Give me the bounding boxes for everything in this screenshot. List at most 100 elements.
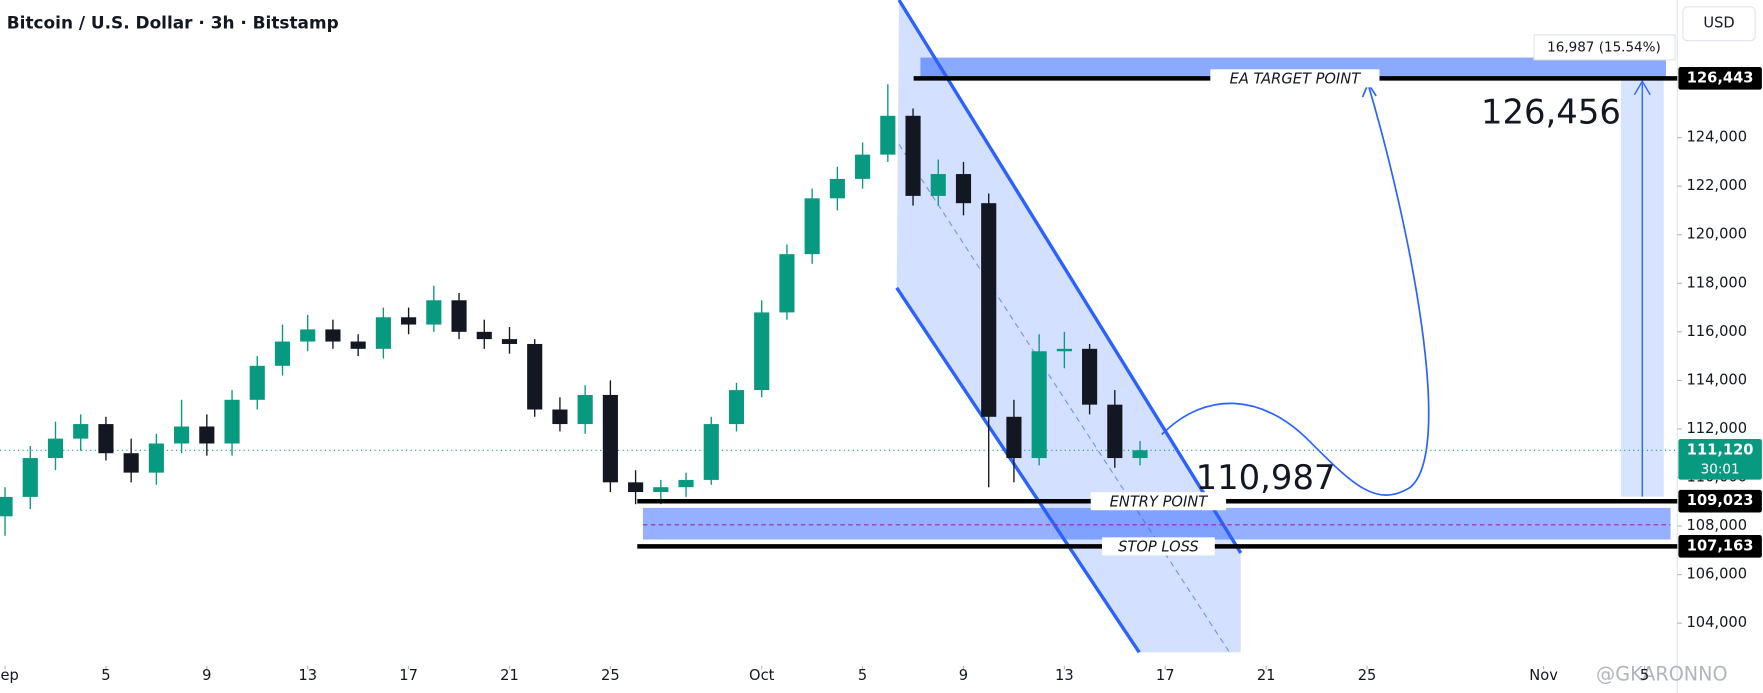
level-label-bg <box>1102 537 1215 556</box>
candle-body <box>22 458 38 497</box>
measure-label-box <box>1533 34 1676 61</box>
candle-body <box>47 438 64 459</box>
last-price-label: 111,120 <box>1687 441 1754 458</box>
candle-body <box>350 341 366 349</box>
price-tag <box>1678 67 1762 90</box>
x-tick-label: 13 <box>298 667 317 684</box>
candle-body <box>1132 450 1148 459</box>
candle-body <box>249 365 265 400</box>
candle-body <box>199 426 215 444</box>
x-tick-label: 21 <box>1257 667 1276 684</box>
candle-body <box>754 312 770 391</box>
candle-body <box>98 424 114 454</box>
channel-line <box>897 0 1243 554</box>
y-tick-label: 104,000 <box>1686 614 1747 631</box>
candle-body <box>602 394 618 483</box>
candle-body <box>501 339 518 344</box>
candle-body <box>1082 348 1098 405</box>
candle-body <box>1031 351 1047 459</box>
candle-body <box>981 203 997 417</box>
level-label: EA TARGET POINT <box>1230 70 1362 87</box>
candle-body <box>1056 348 1072 352</box>
candle-body <box>804 198 820 255</box>
measure-label: 16,987 (15.54%) <box>1547 39 1661 55</box>
annotation: 110,987 <box>1196 458 1336 497</box>
x-tick-label: 25 <box>1358 667 1377 684</box>
candle-body <box>325 329 341 342</box>
price-tag-label: 109,023 <box>1687 492 1754 509</box>
candle-body <box>628 482 644 493</box>
x-tick-label: 25 <box>601 667 620 684</box>
channel-fill <box>896 0 1241 653</box>
annotation: 126,456 <box>1481 92 1621 131</box>
currency[interactable]: USD <box>1703 15 1734 32</box>
x-tick-label: Oct <box>749 667 775 684</box>
candle-body <box>274 341 291 366</box>
candle-body <box>653 487 669 493</box>
candle-body <box>527 343 543 410</box>
y-tick-label: 106,000 <box>1686 566 1747 583</box>
price-tag <box>1678 535 1762 558</box>
x-tick-label: Sep <box>0 667 19 684</box>
x-tick-label: 21 <box>500 667 519 684</box>
level-label-bg <box>1090 492 1227 511</box>
candle-body <box>73 424 89 439</box>
y-tick-label: 122,000 <box>1686 177 1747 194</box>
level-label: ENTRY POINT <box>1110 493 1209 510</box>
candle-body <box>855 154 871 179</box>
y-tick-label: 112,000 <box>1686 420 1747 437</box>
candle-body <box>930 174 946 196</box>
x-tick-label: 5 <box>858 667 867 684</box>
price-tag <box>1678 489 1762 513</box>
y-tick-label: 118,000 <box>1686 274 1747 291</box>
level-label: STOP LOSS <box>1118 538 1199 555</box>
x-tick-label: 9 <box>959 667 968 684</box>
x-tick-label: 17 <box>1156 667 1175 684</box>
candle-body <box>123 453 139 473</box>
y-tick-label: 124,000 <box>1686 129 1747 146</box>
candle-body <box>1107 404 1123 459</box>
x-tick-label: 5 <box>101 667 110 684</box>
x-tick-label: 5 <box>1640 667 1649 684</box>
x-tick-label: Nov <box>1529 667 1558 684</box>
price-tag-label: 126,443 <box>1687 69 1754 86</box>
candle-body <box>678 479 694 488</box>
candle-body <box>148 443 164 473</box>
candle-body <box>174 426 190 444</box>
y-tick-label: 116,000 <box>1686 323 1747 340</box>
projection-curve <box>1161 84 1430 496</box>
candle-body <box>0 496 13 517</box>
candle-body <box>552 409 568 425</box>
candle-body <box>703 424 719 480</box>
y-tick-label: 114,000 <box>1686 371 1747 388</box>
last-price-tag <box>1678 439 1762 480</box>
level-label-bg <box>1210 69 1380 88</box>
candle-body <box>451 300 467 332</box>
candle-body <box>779 254 795 313</box>
candle-body <box>375 317 391 349</box>
countdown: 30:01 <box>1701 461 1740 477</box>
candle-body <box>401 317 417 325</box>
measure-arrowhead <box>1633 79 1651 96</box>
watermark: @GKARONNO <box>1596 662 1728 685</box>
target-zone <box>920 57 1666 77</box>
y-tick-label: 120,000 <box>1686 226 1747 243</box>
candle-body <box>829 178 845 199</box>
price-tag-label: 107,163 <box>1687 537 1754 554</box>
candle-body <box>880 115 896 155</box>
chart-title: Bitcoin / U.S. Dollar · 3h · Bitstamp <box>7 13 339 33</box>
candle-body <box>577 394 593 425</box>
candle-body <box>905 115 921 196</box>
candle-body <box>426 300 442 325</box>
drawings <box>642 0 1671 654</box>
y-tick-label: 108,000 <box>1686 517 1747 534</box>
candle-body <box>300 329 316 342</box>
channel-line <box>895 286 1141 654</box>
x-tick-label: 17 <box>399 667 418 684</box>
currency-button[interactable] <box>1682 6 1756 42</box>
x-tick-label: 9 <box>202 667 211 684</box>
x-tick-label: 13 <box>1055 667 1074 684</box>
candle-body <box>1006 416 1022 459</box>
